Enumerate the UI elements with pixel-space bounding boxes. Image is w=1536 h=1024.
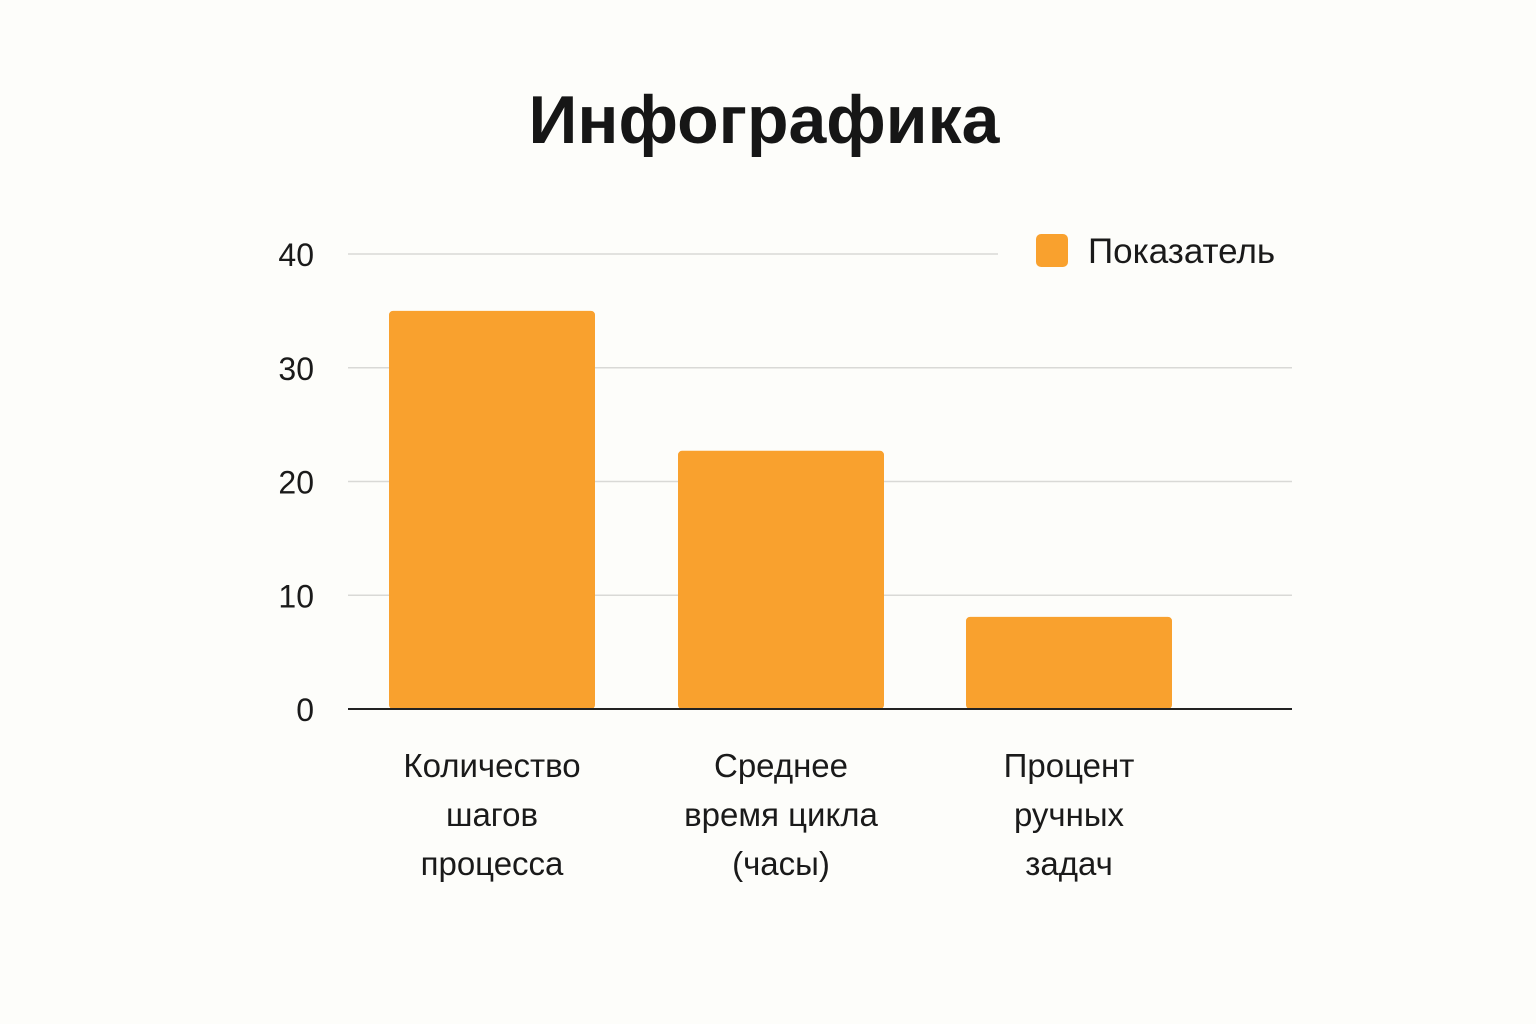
y-tick-label: 0 bbox=[296, 692, 314, 728]
bar bbox=[389, 310, 595, 709]
category-labels: Количество шагов процесса Среднее время цикл… bbox=[403, 747, 1134, 882]
category-label-line: (часы) bbox=[732, 845, 830, 882]
legend-swatch bbox=[1036, 234, 1068, 267]
y-tick-label: 40 bbox=[278, 237, 314, 273]
category-label-line: процесса bbox=[421, 845, 564, 882]
category-label-line: Среднее bbox=[714, 747, 848, 784]
category-label: Количество шагов процесса bbox=[403, 747, 580, 882]
category-label-line: шагов bbox=[446, 796, 538, 833]
category-label-line: ручных bbox=[1014, 796, 1125, 833]
category-label-line: время цикла bbox=[684, 796, 878, 833]
chart-title: Инфографика bbox=[529, 82, 1001, 158]
y-tick-label: 20 bbox=[278, 465, 314, 501]
legend: Показатель bbox=[1036, 232, 1275, 271]
category-label-line: Процент bbox=[1004, 747, 1135, 784]
category-label: Среднее время цикла (часы) bbox=[684, 747, 878, 882]
bar bbox=[678, 450, 884, 709]
bars bbox=[389, 310, 1172, 709]
legend-label: Показатель bbox=[1088, 232, 1275, 271]
y-tick-label: 30 bbox=[278, 351, 314, 387]
y-tick-label: 10 bbox=[278, 578, 314, 614]
category-label-line: Количество bbox=[403, 747, 580, 784]
category-label: Процент ручных задач bbox=[1004, 747, 1135, 882]
y-tick-labels: 0 10 20 30 40 bbox=[278, 237, 314, 728]
bar bbox=[966, 616, 1172, 709]
category-label-line: задач bbox=[1025, 845, 1113, 882]
